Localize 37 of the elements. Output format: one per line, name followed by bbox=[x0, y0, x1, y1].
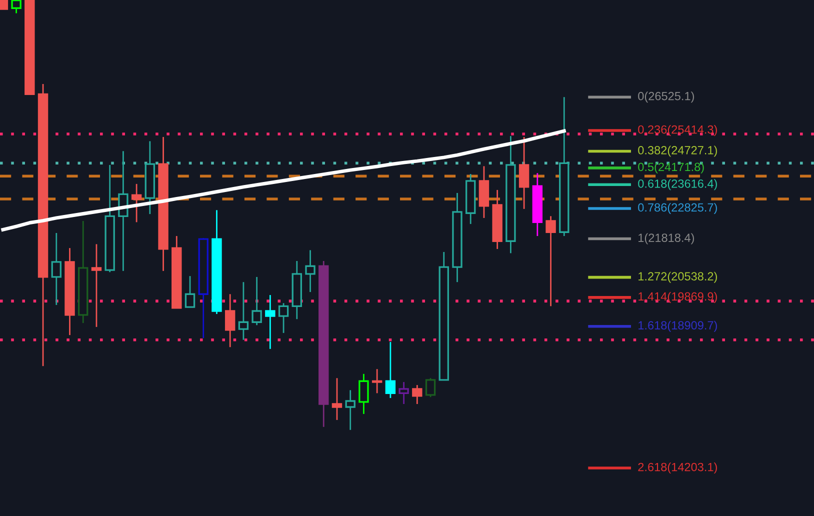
ref-line-label: 0.618(23616.4) bbox=[638, 179, 717, 190]
candlestick bbox=[318, 260, 329, 428]
candlestick bbox=[38, 83, 48, 367]
ref-line-label: 1.272(20538.2) bbox=[638, 272, 717, 283]
ref-line-label: 1(21818.4) bbox=[638, 233, 694, 244]
candlestick bbox=[345, 389, 356, 431]
candlestick bbox=[398, 381, 409, 405]
ref-line-label: 1.414(19869.9) bbox=[638, 292, 717, 303]
ref-line-label: 0.5(24171.8) bbox=[638, 162, 704, 174]
candlestick bbox=[144, 140, 156, 215]
candlestick bbox=[478, 165, 490, 219]
candlestick bbox=[131, 183, 142, 223]
candlestick bbox=[158, 136, 168, 272]
candlestick bbox=[532, 172, 543, 237]
candlestick bbox=[292, 260, 302, 320]
candlestick bbox=[518, 136, 530, 210]
ref-line-label: 0.786(22825.7) bbox=[638, 202, 717, 214]
ref-line-label: 1.618(18909.7) bbox=[638, 320, 717, 332]
candlestick bbox=[91, 243, 102, 328]
candlestick bbox=[64, 247, 75, 336]
candlestick bbox=[51, 232, 62, 306]
candlestick bbox=[452, 192, 462, 283]
candlestick bbox=[506, 135, 516, 254]
candlestick bbox=[372, 368, 382, 394]
ref-line-label: 0.382(24727.1) bbox=[638, 146, 717, 157]
candlestick bbox=[492, 189, 502, 250]
candlestick bbox=[305, 249, 316, 293]
ref-line-label: 0(26525.1) bbox=[638, 92, 694, 103]
candlestick bbox=[265, 294, 276, 350]
ref-line-label: 0.236(25414.3) bbox=[638, 125, 717, 136]
candlestick bbox=[224, 293, 236, 348]
candlestick bbox=[358, 373, 369, 415]
candlestick bbox=[78, 220, 88, 324]
candlestick bbox=[332, 377, 342, 421]
candlestick bbox=[465, 173, 476, 225]
ref-line-label: 2.618(14203.1) bbox=[638, 462, 717, 474]
candlestick bbox=[238, 281, 249, 341]
